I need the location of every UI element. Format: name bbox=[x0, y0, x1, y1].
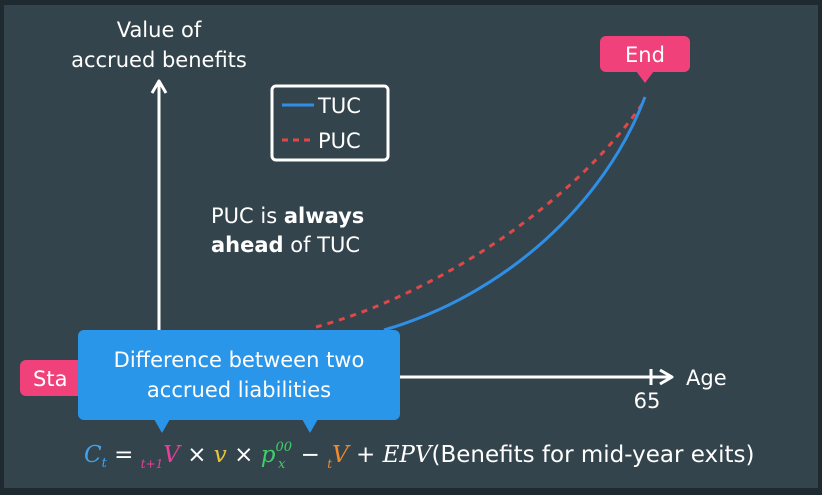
formula-minus: − bbox=[293, 442, 327, 468]
annotation-line1: PUC is always bbox=[211, 204, 364, 228]
formula-times1: × bbox=[180, 442, 214, 468]
annotation-line1-prefix: PUC is bbox=[211, 204, 284, 228]
legend-tuc-label: TUC bbox=[317, 94, 361, 118]
formula-v: v bbox=[214, 442, 227, 468]
callout-line2: accrued liabilities bbox=[147, 378, 331, 402]
formula: Ct = t+1V × v × p00 x − tV + EPV(Benefits… bbox=[84, 440, 754, 472]
end-marker: End bbox=[600, 36, 690, 83]
annotation-line2-suffix: of TUC bbox=[284, 233, 360, 257]
callout-pointer-left bbox=[154, 419, 170, 433]
puc-curve bbox=[315, 99, 647, 329]
formula-c: C bbox=[84, 442, 102, 468]
callout-box bbox=[78, 330, 400, 420]
slide-canvas: Value of accrued benefits Age 65 TUC PUC… bbox=[4, 5, 818, 488]
y-axis-label-line1: Value of bbox=[117, 18, 202, 42]
end-marker-pointer bbox=[636, 71, 654, 83]
formula-p-sup: 00 bbox=[275, 440, 292, 455]
end-marker-label: End bbox=[625, 43, 665, 67]
x-axis-label: Age bbox=[686, 366, 727, 390]
formula-tail: (Benefits for mid-year exits) bbox=[431, 442, 754, 468]
legend-puc-label: PUC bbox=[318, 129, 361, 153]
x-axis-arrowhead bbox=[659, 368, 674, 386]
formula-equals: = bbox=[107, 442, 141, 468]
formula-v1-pre: t+1 bbox=[141, 457, 164, 471]
callout-pointer-right bbox=[302, 419, 318, 433]
annotation-line1-bold: always bbox=[284, 204, 364, 228]
tuc-curve bbox=[383, 96, 647, 332]
diagram-svg: Value of accrued benefits Age 65 TUC PUC… bbox=[20, 18, 754, 472]
y-axis-label-line2: accrued benefits bbox=[71, 48, 247, 72]
annotation-line2-bold: ahead bbox=[211, 233, 284, 257]
x-axis-tick-label: 65 bbox=[634, 389, 661, 413]
callout: Difference between two accrued liabiliti… bbox=[78, 330, 400, 433]
y-axis-arrowhead bbox=[150, 79, 168, 94]
formula-times2: × bbox=[227, 442, 261, 468]
formula-epv: EPV bbox=[382, 442, 434, 468]
callout-line1: Difference between two bbox=[114, 348, 365, 372]
start-marker-label: Sta bbox=[33, 367, 67, 391]
formula-c-sub: t bbox=[102, 456, 108, 471]
annotation-line2: ahead of TUC bbox=[211, 233, 360, 257]
legend-box bbox=[270, 84, 390, 162]
formula-p: p bbox=[261, 442, 276, 468]
legend: TUC PUC bbox=[270, 84, 390, 162]
formula-v2: V bbox=[332, 442, 351, 468]
formula-p-sub: x bbox=[278, 457, 286, 472]
end-marker-pill bbox=[600, 36, 690, 72]
formula-plus: + bbox=[349, 442, 383, 468]
formula-v2-pre: t bbox=[327, 457, 332, 471]
formula-v1: V bbox=[163, 442, 182, 468]
